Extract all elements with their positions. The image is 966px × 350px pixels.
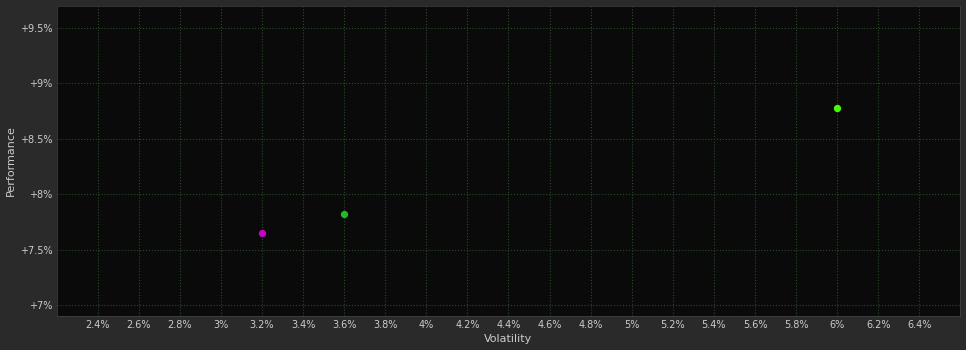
X-axis label: Volatility: Volatility	[484, 335, 532, 344]
Y-axis label: Performance: Performance	[6, 125, 15, 196]
Point	[254, 230, 270, 236]
Point	[336, 211, 352, 217]
Point	[830, 105, 845, 110]
